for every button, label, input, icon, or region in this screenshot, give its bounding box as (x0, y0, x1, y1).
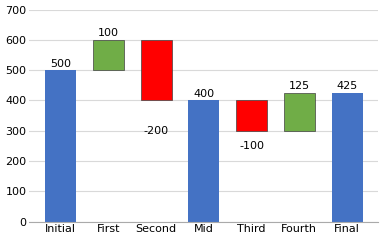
Bar (236, 101, 267, 131)
Text: -200: -200 (144, 126, 169, 136)
Text: 125: 125 (289, 81, 310, 91)
Bar (331, 93, 362, 222)
Bar (93, 40, 124, 70)
Text: -100: -100 (239, 141, 264, 151)
Bar (141, 40, 172, 101)
Bar (284, 93, 315, 131)
Text: 425: 425 (336, 81, 358, 91)
Text: 500: 500 (50, 59, 71, 69)
Bar (45, 70, 76, 222)
Bar (189, 101, 220, 222)
Text: 400: 400 (194, 89, 215, 99)
Text: 100: 100 (98, 28, 119, 38)
